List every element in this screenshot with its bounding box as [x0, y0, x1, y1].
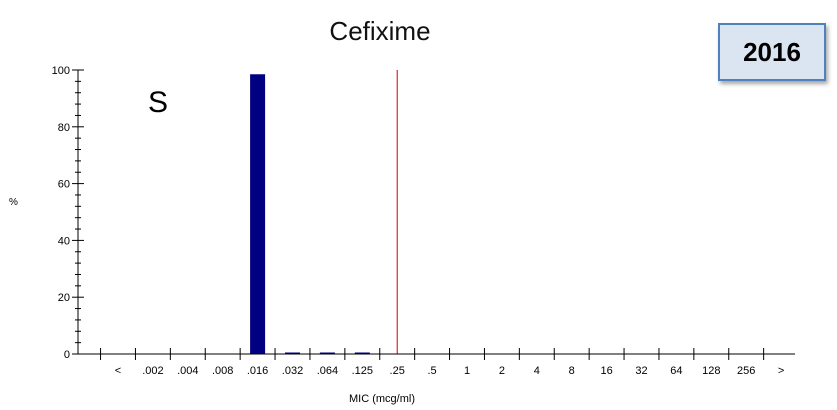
bar-.016	[250, 74, 266, 354]
y-tick-label: 80	[58, 122, 70, 134]
x-tick-label: 32	[635, 365, 647, 377]
x-tick-label: 2	[499, 365, 505, 377]
x-tick-label: .032	[282, 365, 303, 377]
chart-title: Cefixime	[329, 16, 430, 46]
year-badge: 2016	[718, 23, 826, 81]
x-tick-label: 256	[737, 365, 755, 377]
y-tick-label: 60	[58, 179, 70, 191]
x-tick-label: .25	[390, 365, 405, 377]
x-tick-label: .125	[352, 365, 373, 377]
x-tick-label: .016	[247, 365, 268, 377]
bar-.125	[354, 352, 370, 354]
x-tick-label: 128	[702, 365, 720, 377]
x-tick-label: 8	[569, 365, 575, 377]
x-tick-label: .004	[177, 365, 198, 377]
bar-.064	[319, 352, 335, 354]
x-tick-label: .008	[212, 365, 233, 377]
x-tick-label: 16	[600, 365, 612, 377]
x-tick-label: <	[115, 365, 121, 377]
x-tick-label: 1	[464, 365, 470, 377]
x-tick-label: >	[778, 365, 784, 377]
x-tick-label: .002	[142, 365, 163, 377]
bar-.032	[285, 352, 300, 354]
x-tick-label: 4	[534, 365, 540, 377]
y-tick-label: 20	[58, 292, 70, 304]
y-tick-label: 0	[64, 349, 70, 361]
plot-area: 0 20 40 60 80 100 < .002 .004 .008 .016 .032 .064 .12…	[52, 65, 795, 377]
y-axis-label: %	[9, 197, 18, 208]
x-axis-label: MIC (mcg/ml)	[349, 393, 415, 405]
y-tick-label: 100	[52, 65, 70, 77]
y-tick-label: 40	[58, 235, 70, 247]
susceptible-annotation: S	[148, 86, 168, 119]
x-tick-label: .064	[317, 365, 338, 377]
x-tick-label: 64	[670, 365, 682, 377]
x-tick-label: .5	[428, 365, 437, 377]
